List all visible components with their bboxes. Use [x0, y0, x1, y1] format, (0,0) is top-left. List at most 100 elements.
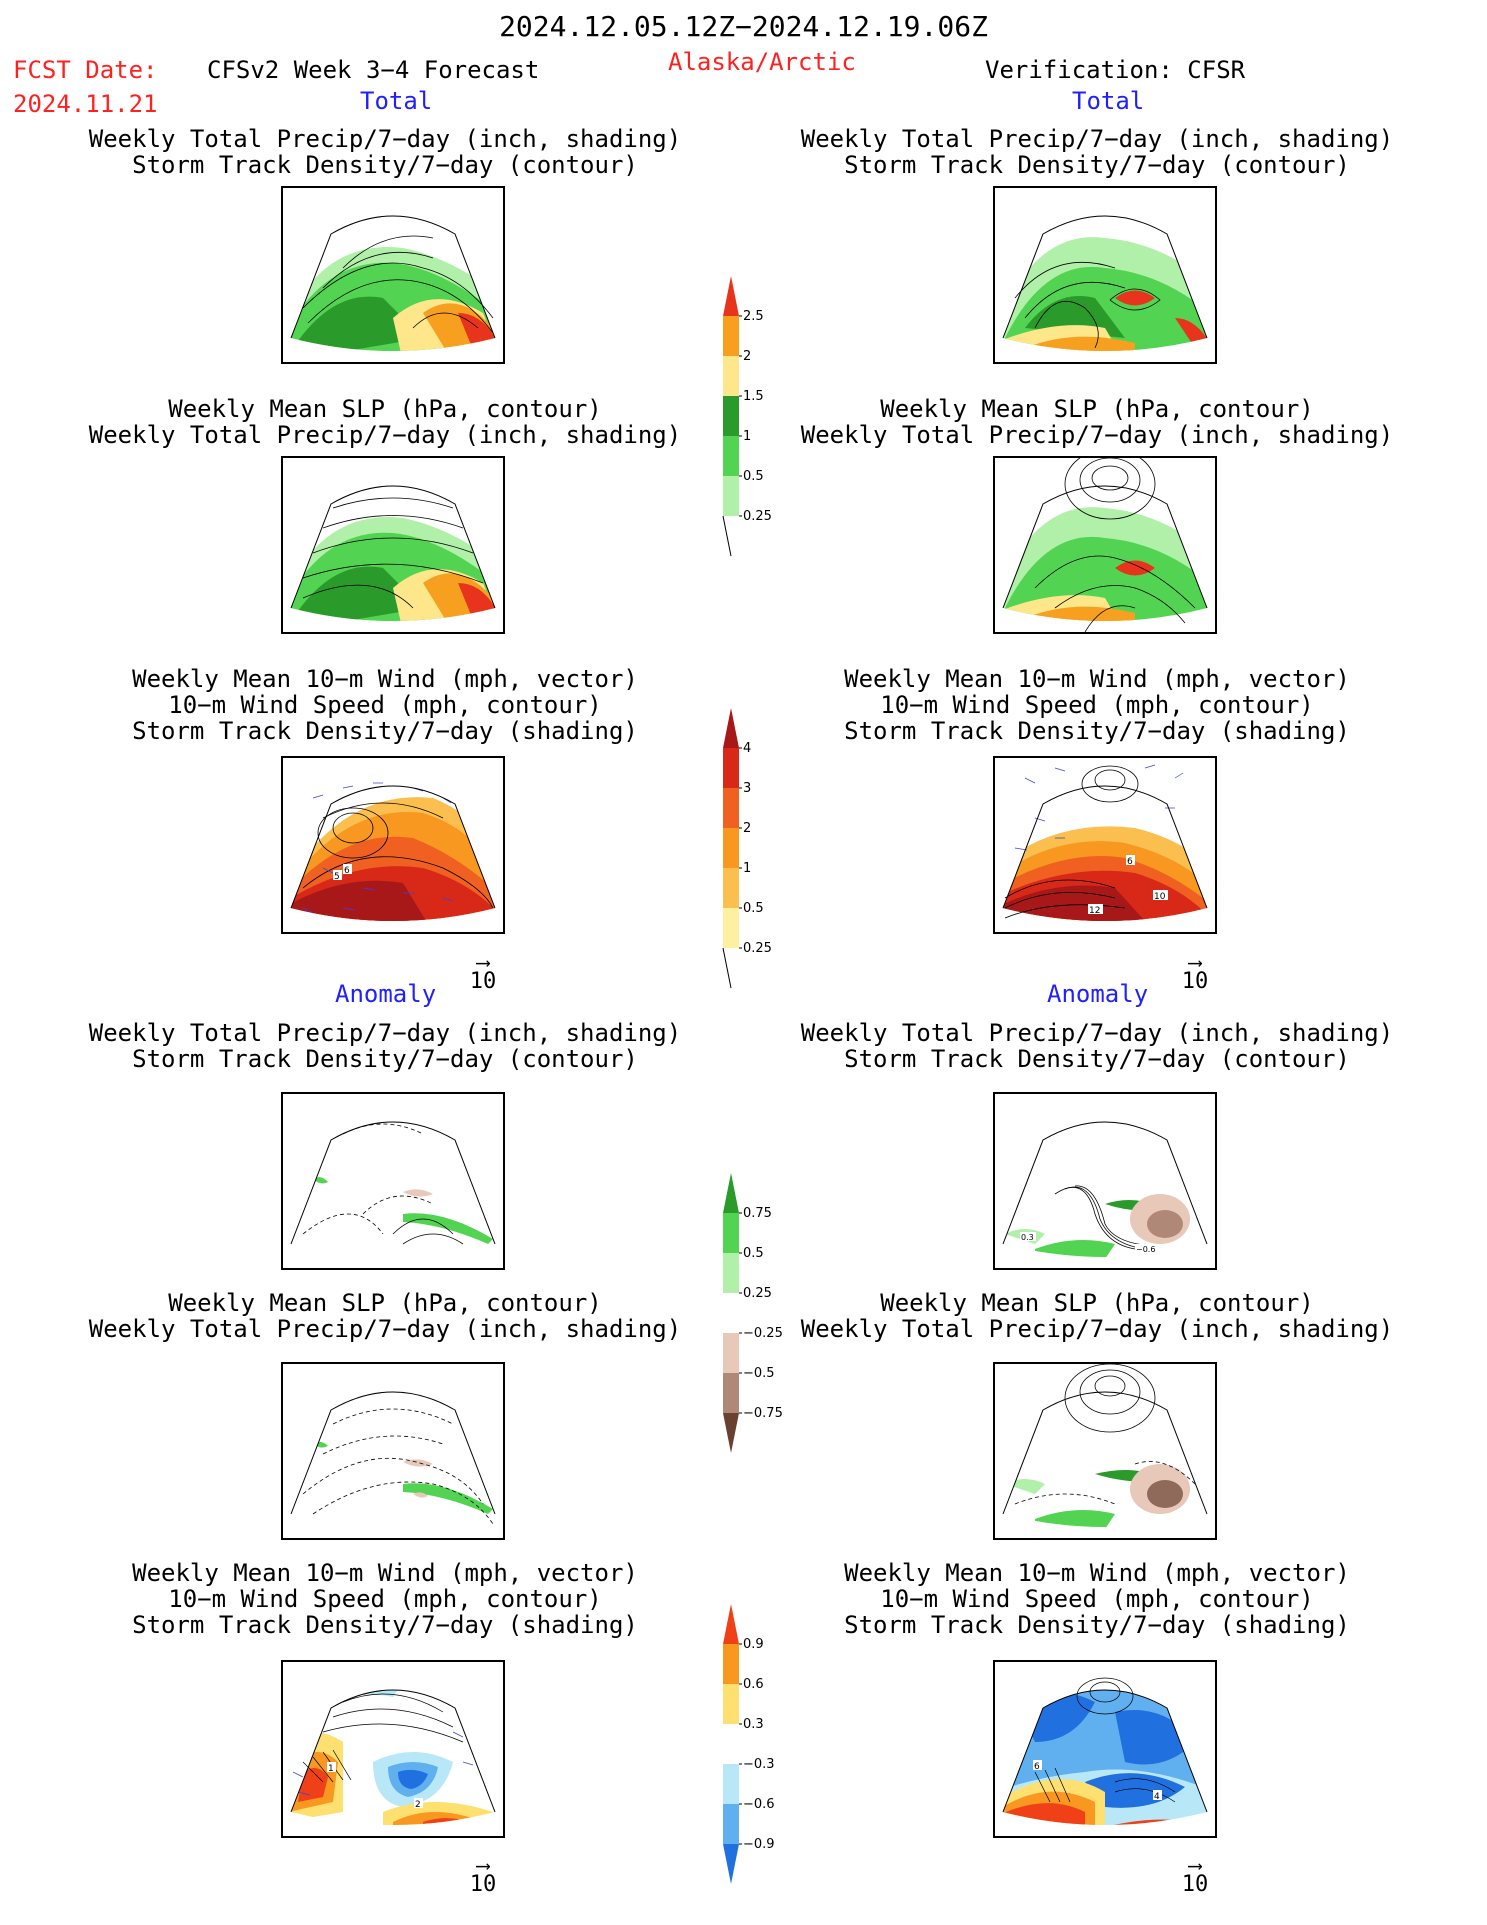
- colorbar-tail: [722, 515, 732, 557]
- title-precip-track-total-left: Weekly Total Precip/7−day (inch, shading…: [88, 125, 682, 179]
- title-slp-precip-total-left: Weekly Mean SLP (hPa, contour) Weekly To…: [88, 395, 682, 449]
- colorbar-tick-label: 1: [743, 861, 751, 876]
- section-anomaly-right: Anomaly: [1047, 980, 1149, 1008]
- section-total-left: Total: [360, 87, 433, 115]
- verification-title: Verification: CFSR: [985, 56, 1246, 84]
- fcst-date-value: 2024.11.21: [13, 90, 158, 118]
- colorbar-swatch: [723, 748, 739, 788]
- colorbar-swatch: [723, 1604, 739, 1644]
- region-title: Alaska/Arctic: [668, 48, 856, 76]
- map-slp-precip-anom-left: [281, 1362, 505, 1540]
- colorbar-swatch: [723, 1804, 739, 1844]
- section-anomaly-left: Anomaly: [335, 980, 437, 1008]
- colorbar-swatch: [723, 828, 739, 868]
- colorbar-swatch: [723, 356, 739, 396]
- contour-label: 5: [334, 872, 340, 882]
- colorbar-swatch: [723, 1764, 739, 1804]
- colorbar-tick-label: 1: [743, 429, 751, 444]
- colorbar-track-anom: 0.9 0.6 0.3 −0.3 −0.6 −0.9: [723, 1604, 775, 1884]
- colorbar-tick-label: −0.75: [743, 1406, 783, 1421]
- colorbar-precip-total: 2.5 2 1.5 1 0.5 0.25: [722, 276, 772, 557]
- right-arrow-icon: ⟶: [1188, 1853, 1202, 1877]
- colorbar-swatch: [723, 396, 739, 436]
- colorbar-swatch: [723, 1173, 739, 1213]
- right-arrow-icon: ⟶: [1188, 950, 1202, 974]
- colorbar-tick-label: −0.5: [743, 1366, 775, 1381]
- map-wind-track-total-left: 5 6: [281, 756, 505, 934]
- map-wind-track-anom-right: 6 4: [993, 1660, 1217, 1838]
- contour-label: 4: [1154, 1792, 1160, 1802]
- colorbar-swatch: [723, 1373, 739, 1413]
- map-precip-track-total-right: [993, 186, 1217, 364]
- date-range-title: 2024.12.05.12Z−2024.12.19.06Z: [499, 10, 988, 43]
- title-precip-track-anom-right: Weekly Total Precip/7−day (inch, shading…: [800, 1019, 1394, 1073]
- colorbar-swatch: [723, 1213, 739, 1253]
- colorbar-tick-label: 0.9: [743, 1637, 764, 1652]
- colorbar-tick-label: 4: [743, 741, 751, 756]
- colorbar-swatch: [723, 1724, 739, 1764]
- colorbar-tick-label: 2: [743, 821, 751, 836]
- vector-ref-anom-right: ⟶ 10: [1175, 1853, 1215, 1897]
- colorbar-swatch: [723, 1684, 739, 1724]
- map-wind-track-total-right: 6 10 12: [993, 756, 1217, 934]
- vector-ref-total-right: ⟶ 10: [1175, 950, 1215, 994]
- colorbar-swatch: [723, 436, 739, 476]
- colorbar-tick-label: 0.5: [743, 469, 764, 484]
- colorbar-precip-anom: 0.75 0.5 0.25 −0.25 −0.5 −0.75: [723, 1173, 783, 1453]
- colorbar-swatch: [723, 1844, 739, 1884]
- contour-label: 2: [415, 1800, 421, 1810]
- colorbar-tick-label: −0.9: [743, 1837, 775, 1852]
- colorbar-swatch: [723, 476, 739, 516]
- colorbar-tick-label: 3: [743, 781, 751, 796]
- fcst-date-label: FCST Date:: [13, 56, 158, 84]
- title-precip-track-anom-left: Weekly Total Precip/7−day (inch, shading…: [88, 1019, 682, 1073]
- contour-label: 6: [1034, 1762, 1040, 1772]
- colorbar-tick-label: −0.3: [743, 1757, 775, 1772]
- colorbar-swatch: [723, 276, 739, 316]
- colorbar-tick-label: −0.25: [743, 1326, 783, 1341]
- contour-label: 10: [1154, 892, 1166, 902]
- map-slp-precip-anom-right: [993, 1362, 1217, 1540]
- model-title: CFSv2 Week 3−4 Forecast: [207, 56, 540, 84]
- colorbar-tick-label: 0.5: [743, 901, 764, 916]
- colorbar-tick-label: 0.3: [743, 1717, 764, 1732]
- title-wind-track-total-right: Weekly Mean 10−m Wind (mph, vector) 10−m…: [844, 665, 1350, 745]
- title-precip-track-total-right: Weekly Total Precip/7−day (inch, shading…: [800, 125, 1394, 179]
- contour-label: 12: [1089, 906, 1100, 916]
- vector-ref-label: 10: [1181, 969, 1209, 994]
- map-slp-precip-total-right: [993, 456, 1217, 634]
- map-precip-track-anom-left: [281, 1092, 505, 1270]
- colorbar-swatch: [723, 1413, 739, 1453]
- map-precip-track-total-left: [281, 186, 505, 364]
- colorbar-tick-label: 2: [743, 349, 751, 364]
- colorbar-swatch: [723, 1333, 739, 1373]
- colorbar-swatch: [723, 788, 739, 828]
- colorbar-swatch: [723, 908, 739, 948]
- title-slp-precip-anom-left: Weekly Mean SLP (hPa, contour) Weekly To…: [88, 1289, 682, 1343]
- contour-label: 6: [344, 866, 350, 876]
- contour-label: 0.3: [1021, 1233, 1034, 1242]
- colorbar-tail: [722, 947, 732, 989]
- colorbar-swatch: [723, 1293, 739, 1333]
- colorbar-swatch: [723, 316, 739, 356]
- vector-ref-label: 10: [469, 969, 497, 994]
- map-precip-track-anom-right: 0.3 −0.6: [993, 1092, 1217, 1270]
- map-wind-track-anom-left: 1 2: [281, 1660, 505, 1838]
- right-arrow-icon: ⟶: [476, 1853, 490, 1877]
- colorbar-tick-label: 2.5: [743, 309, 764, 324]
- contour-label: 6: [1127, 857, 1133, 867]
- vector-ref-label: 10: [469, 1872, 497, 1897]
- vector-ref-label: 10: [1181, 1872, 1209, 1897]
- colorbar-tick-label: 0.6: [743, 1677, 764, 1692]
- colorbar-swatch: [723, 868, 739, 908]
- title-slp-precip-total-right: Weekly Mean SLP (hPa, contour) Weekly To…: [800, 395, 1394, 449]
- colorbar-tick-label: 0.25: [743, 1286, 772, 1301]
- colorbar-tick-label: 0.25: [743, 509, 772, 524]
- colorbar-tick-label: 0.25: [743, 941, 772, 956]
- section-total-right: Total: [1072, 87, 1145, 115]
- right-arrow-icon: ⟶: [476, 950, 490, 974]
- colorbar-tick-label: 1.5: [743, 389, 764, 404]
- colorbar-tick-label: 0.5: [743, 1246, 764, 1261]
- colorbar-tick-label: 0.75: [743, 1206, 772, 1221]
- title-wind-track-anom-right: Weekly Mean 10−m Wind (mph, vector) 10−m…: [844, 1559, 1350, 1639]
